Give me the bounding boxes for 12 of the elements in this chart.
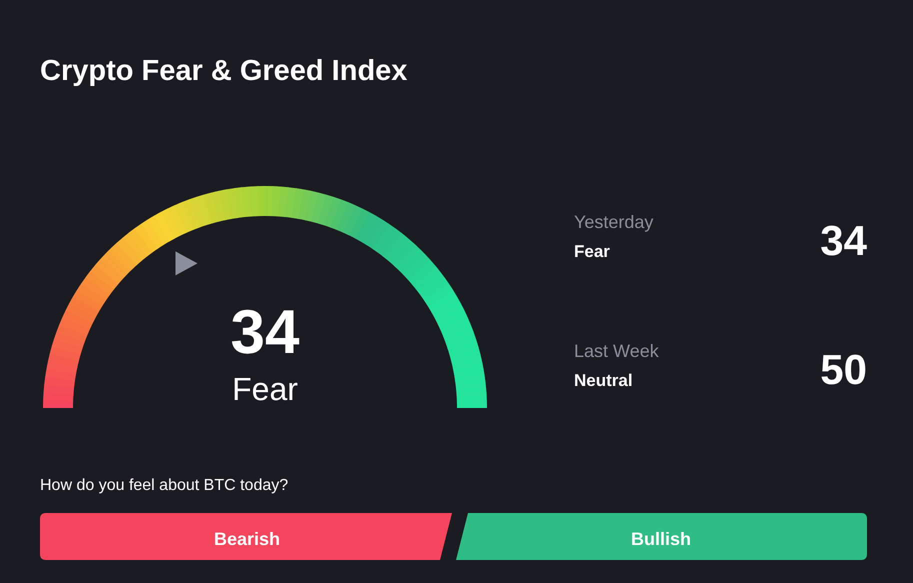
- data-label: 34: [820, 217, 868, 264]
- text: Bullish: [630, 529, 692, 549]
- text: How do you feel about BTC today?: [40, 477, 288, 494]
- text: Fear: [574, 242, 610, 261]
- text: Neutral: [574, 371, 633, 390]
- category-label: Last Week: [574, 341, 660, 361]
- text: Crypto Fear & Greed Index: [40, 55, 408, 87]
- data-label: 34: [230, 298, 300, 367]
- text: Fear: [232, 371, 298, 407]
- category-label: Yesterday: [574, 212, 654, 232]
- data-label: 50: [820, 346, 867, 393]
- text: Bearish: [214, 529, 280, 549]
